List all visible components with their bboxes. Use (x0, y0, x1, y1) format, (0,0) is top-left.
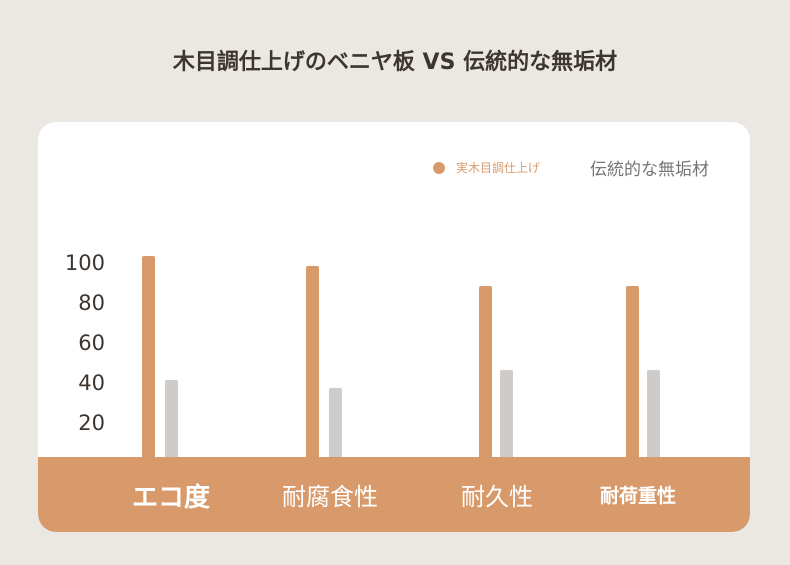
bar-series-0-cat-3 (626, 286, 639, 459)
bar-chart: 100 80 60 40 20 (65, 251, 660, 459)
y-tick-label: 20 (78, 411, 105, 435)
category-label-3: 耐荷重性 (599, 485, 677, 507)
category-label-1: 耐腐食性 (282, 483, 378, 511)
bar-series-0-cat-2 (479, 286, 492, 459)
bar-series-1-cat-0 (165, 380, 178, 459)
y-tick-label: 60 (78, 331, 105, 355)
category-label-0: エコ度 (131, 483, 211, 513)
category-band: エコ度 耐腐食性 耐久性 耐荷重性 (38, 457, 750, 532)
legend-label-series-a: 実木目調仕上げ (456, 161, 541, 175)
chart-title: 木目調仕上げのベニヤ板 VS 伝統的な無垢材 (172, 50, 618, 75)
bar-series-1-cat-1 (329, 388, 342, 459)
y-tick-label: 40 (78, 371, 105, 395)
y-tick-label: 100 (65, 251, 105, 275)
legend-swatch-series-a (433, 162, 445, 174)
bar-series-0-cat-0 (142, 256, 155, 459)
chart-card: 実木目調仕上げ 伝統的な無垢材 100 80 60 40 20 エコ度 耐腐食性 耐久性… (38, 122, 750, 532)
bar-series-1-cat-3 (647, 370, 660, 459)
bar-series-1-cat-2 (500, 370, 513, 459)
y-tick-label: 80 (78, 291, 105, 315)
legend-label-series-b: 伝統的な無垢材 (590, 160, 709, 180)
category-label-2: 耐久性 (461, 483, 533, 511)
bar-series-0-cat-1 (306, 266, 319, 459)
